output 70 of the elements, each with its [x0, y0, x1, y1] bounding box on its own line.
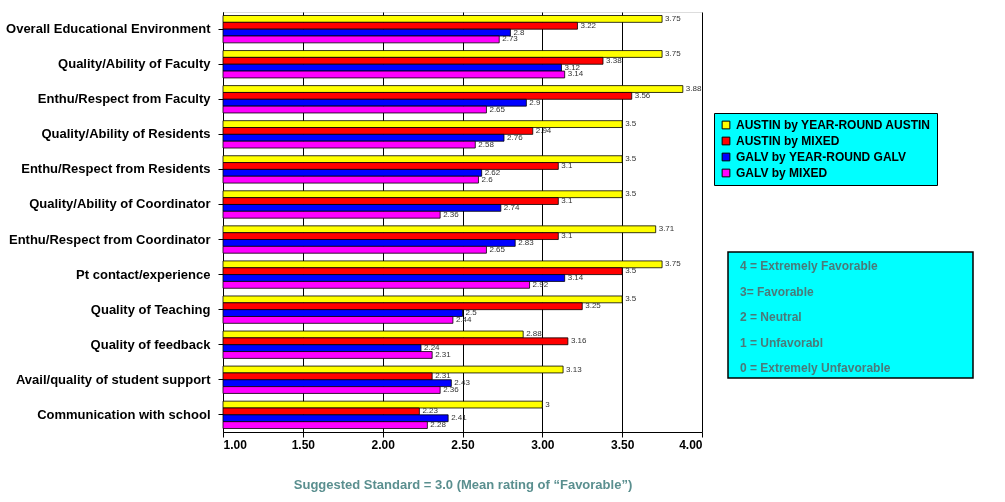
y-tick-label: Quality/Ability of Coordinator: [29, 196, 211, 212]
data-label: 3.14: [567, 69, 584, 79]
data-label: 2.31: [435, 371, 452, 381]
data-label: 3.75: [665, 13, 682, 23]
data-label: 3.71: [658, 224, 675, 234]
data-label: 3.1: [561, 231, 573, 241]
data-label: 3.5: [625, 154, 637, 164]
y-tick-label: Overall Educational Environment: [6, 21, 212, 37]
data-label: 2.28: [430, 420, 447, 430]
data-label: 3.22: [580, 20, 597, 30]
x-tick-label: 1.50: [291, 437, 316, 452]
x-tick-label: 4.00: [679, 437, 703, 452]
y-tick-label: Quality of Teaching: [90, 301, 211, 317]
data-label: 3.5: [625, 294, 637, 304]
y-tick-label: Enthu/Respect from Residents: [21, 161, 211, 177]
y-tick-label: Quality of feedback: [90, 336, 212, 352]
data-label: 3.25: [585, 301, 602, 311]
data-label: 3.56: [634, 90, 651, 100]
data-label: 3.13: [566, 364, 583, 374]
data-label: 3.5: [625, 266, 637, 276]
y-tick-label: Communication with school: [37, 406, 211, 422]
x-axis-title: Suggested Standard = 3.0 (Mean rating of “Favorable”): [293, 476, 633, 492]
data-label: 2.6: [481, 174, 494, 184]
data-label: 3.12: [564, 62, 581, 72]
x-tick-label: 3.00: [531, 437, 555, 452]
data-label: 3.5: [625, 119, 637, 129]
data-label: 2.65: [489, 104, 506, 114]
data-label: 2.74: [503, 202, 520, 212]
data-label: 2.36: [443, 385, 460, 395]
y-tick-label: Enthu/Respect from Faculty: [37, 91, 212, 107]
legend-label: AUSTIN by YEAR-ROUND AUSTIN: [736, 118, 931, 132]
data-label: 2.73: [502, 34, 519, 44]
data-label: 3.75: [665, 48, 682, 58]
legend-label: AUSTIN by MIXED: [736, 134, 840, 148]
data-label: 2.58: [478, 139, 495, 149]
y-tick-label: Pt contact/experience: [76, 266, 211, 282]
data-label: 2.9: [529, 97, 542, 107]
data-label: 3.16: [570, 336, 587, 346]
x-tick-label: 2.50: [451, 437, 475, 452]
y-tick-label: Enthu/Respect from Coordinator: [8, 231, 211, 247]
text: 4 = Extremely Favorable: [740, 259, 879, 273]
data-label: 3.14: [567, 273, 584, 283]
data-label: 3.75: [665, 259, 682, 269]
x-tick-label: 3.50: [610, 437, 635, 452]
data-label: 2.65: [489, 244, 506, 254]
legend-label: GALV by MIXED: [736, 166, 828, 180]
data-label: 2.62: [484, 167, 501, 177]
data-label: 2.76: [507, 132, 524, 142]
text: 2 = Neutral: [740, 310, 802, 324]
data-label: 2.23: [422, 406, 439, 416]
x-tick-label: 2.00: [371, 437, 396, 452]
y-tick-label: Avail/quality of student support: [15, 371, 212, 387]
data-label: 3.1: [561, 196, 573, 206]
data-label: 3: [545, 399, 551, 409]
text: 1 = Unfavorabl: [740, 335, 824, 350]
legend-label: GALV by YEAR-ROUND GALV: [736, 150, 907, 164]
data-label: 3.1: [561, 160, 573, 170]
data-label: 3.5: [625, 189, 637, 199]
data-label: 2.83: [518, 237, 535, 247]
data-label: 2.8: [513, 27, 526, 37]
data-label: 2.5: [465, 308, 478, 318]
data-label: 3.88: [685, 84, 702, 94]
x-tick-label: 1.00: [223, 437, 248, 452]
data-label: 3.38: [606, 55, 623, 65]
data-label: 2.88: [526, 329, 543, 339]
text: 3= Favorable: [740, 284, 815, 299]
text: 0 = Extremely Unfavorable: [740, 361, 891, 375]
data-label: 2.36: [443, 209, 460, 219]
y-tick-label: Quality/Ability of Faculty: [58, 56, 212, 72]
y-tick-label: Quality/Ability of Residents: [41, 126, 211, 142]
